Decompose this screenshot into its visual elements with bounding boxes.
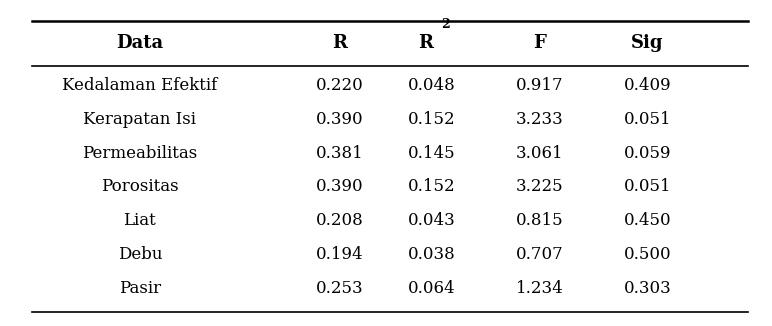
Text: F: F xyxy=(533,35,547,52)
Text: 0.390: 0.390 xyxy=(316,111,364,128)
Text: 0.208: 0.208 xyxy=(316,212,364,229)
Text: 0.303: 0.303 xyxy=(624,280,672,297)
Text: 0.917: 0.917 xyxy=(516,77,564,94)
Text: Debu: Debu xyxy=(117,246,162,263)
Text: Kedalaman Efektif: Kedalaman Efektif xyxy=(63,77,218,94)
Text: 0.390: 0.390 xyxy=(316,178,364,195)
Text: Liat: Liat xyxy=(124,212,156,229)
Text: 0.038: 0.038 xyxy=(408,246,456,263)
Text: R: R xyxy=(418,35,434,52)
Text: 0.145: 0.145 xyxy=(408,144,456,162)
Text: 3.233: 3.233 xyxy=(516,111,564,128)
Text: 0.220: 0.220 xyxy=(316,77,364,94)
Text: Porositas: Porositas xyxy=(101,178,178,195)
Text: R: R xyxy=(333,35,347,52)
Text: 0.450: 0.450 xyxy=(624,212,672,229)
Text: 0.043: 0.043 xyxy=(408,212,456,229)
Text: Data: Data xyxy=(117,35,164,52)
Text: 2: 2 xyxy=(442,18,450,31)
Text: 0.409: 0.409 xyxy=(624,77,672,94)
Text: 0.194: 0.194 xyxy=(316,246,364,263)
Text: 0.707: 0.707 xyxy=(516,246,564,263)
Text: 0.500: 0.500 xyxy=(624,246,672,263)
Text: Kerapatan Isi: Kerapatan Isi xyxy=(83,111,196,128)
Text: 1.234: 1.234 xyxy=(516,280,564,297)
Text: 0.051: 0.051 xyxy=(624,111,672,128)
Text: 0.253: 0.253 xyxy=(316,280,364,297)
Text: 0.059: 0.059 xyxy=(624,144,672,162)
Text: Pasir: Pasir xyxy=(119,280,161,297)
Text: 0.381: 0.381 xyxy=(316,144,364,162)
Text: 3.225: 3.225 xyxy=(516,178,564,195)
Text: Permeabilitas: Permeabilitas xyxy=(83,144,198,162)
Text: 3.061: 3.061 xyxy=(516,144,564,162)
Text: 0.815: 0.815 xyxy=(516,212,564,229)
Text: 0.051: 0.051 xyxy=(624,178,672,195)
Text: 0.048: 0.048 xyxy=(408,77,456,94)
Text: 0.152: 0.152 xyxy=(408,111,456,128)
Text: 0.064: 0.064 xyxy=(408,280,456,297)
Text: 0.152: 0.152 xyxy=(408,178,456,195)
Text: Sig: Sig xyxy=(631,35,664,52)
